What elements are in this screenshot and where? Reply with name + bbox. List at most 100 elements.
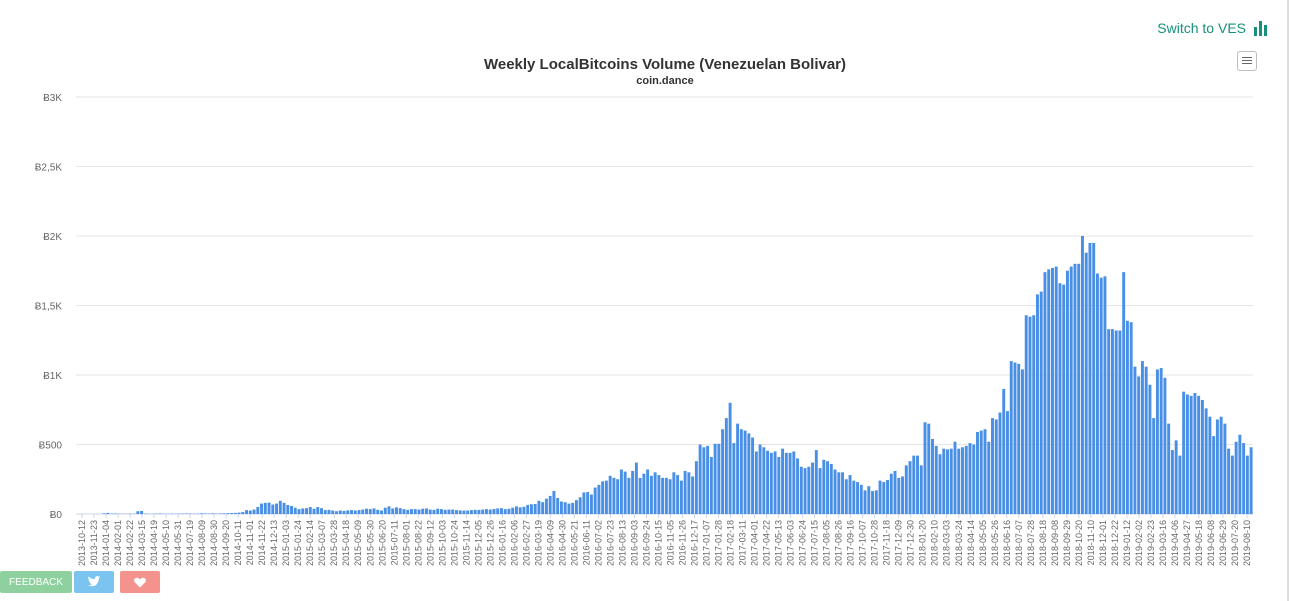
bar[interactable] [893, 470, 897, 514]
bar[interactable] [732, 443, 736, 514]
bar[interactable] [417, 509, 421, 514]
bar[interactable] [1047, 269, 1051, 514]
bar[interactable] [395, 507, 398, 514]
bar[interactable] [140, 510, 144, 514]
bar[interactable] [1148, 384, 1152, 514]
bar[interactable] [964, 445, 968, 514]
bar[interactable] [897, 477, 901, 514]
bar[interactable] [983, 429, 987, 514]
bar[interactable] [477, 509, 481, 514]
bar[interactable] [514, 506, 518, 514]
bar[interactable] [1107, 329, 1111, 514]
bar[interactable] [586, 492, 590, 514]
bar[interactable] [784, 452, 788, 514]
bar[interactable] [256, 507, 260, 514]
bar[interactable] [972, 444, 976, 515]
bar[interactable] [1002, 388, 1006, 514]
bar[interactable] [466, 510, 470, 514]
bar[interactable] [499, 508, 503, 514]
bar[interactable] [1182, 391, 1186, 514]
bar[interactable] [781, 448, 785, 514]
bar[interactable] [136, 511, 140, 514]
bar[interactable] [717, 443, 721, 514]
bar[interactable] [462, 510, 466, 514]
bar[interactable] [455, 510, 458, 514]
bar[interactable] [994, 419, 998, 514]
bar[interactable] [237, 512, 241, 514]
bar[interactable] [856, 482, 860, 514]
bar[interactable] [1152, 418, 1156, 514]
bar[interactable] [799, 466, 803, 514]
bar[interactable] [252, 509, 256, 514]
bar[interactable] [233, 512, 237, 514]
bar[interactable] [522, 506, 526, 514]
bar[interactable] [1155, 369, 1159, 514]
bar[interactable] [271, 504, 275, 514]
bar[interactable] [811, 462, 815, 514]
bar[interactable] [338, 510, 342, 514]
bar[interactable] [683, 470, 687, 514]
bar[interactable] [938, 454, 942, 514]
bar[interactable] [1249, 447, 1253, 514]
bar[interactable] [507, 508, 511, 514]
bar[interactable] [949, 448, 953, 514]
bar[interactable] [589, 494, 593, 514]
bar[interactable] [608, 475, 612, 514]
bar[interactable] [646, 469, 650, 514]
bar[interactable] [953, 441, 957, 514]
bar[interactable] [1163, 377, 1167, 514]
bar[interactable] [286, 504, 290, 514]
bar[interactable] [593, 487, 597, 514]
bar[interactable] [826, 461, 830, 514]
bar[interactable] [387, 506, 391, 514]
bar[interactable] [919, 465, 923, 514]
bar[interactable] [661, 477, 665, 514]
bar[interactable] [679, 480, 683, 514]
bar[interactable] [301, 508, 305, 514]
bar[interactable] [559, 501, 563, 514]
bar[interactable] [1054, 266, 1058, 514]
bar[interactable] [702, 447, 706, 514]
bar[interactable] [863, 490, 867, 514]
bar[interactable] [113, 513, 117, 514]
bar[interactable] [305, 508, 308, 514]
bar[interactable] [1174, 440, 1178, 514]
bar[interactable] [844, 479, 848, 514]
feedback-button[interactable]: FEEDBACK [0, 571, 72, 593]
bar[interactable] [604, 480, 608, 514]
bar[interactable] [361, 509, 365, 514]
bar[interactable] [335, 511, 338, 514]
bar[interactable] [721, 429, 725, 514]
bar[interactable] [1103, 276, 1107, 514]
bar[interactable] [1125, 320, 1129, 514]
bar[interactable] [664, 477, 668, 514]
bar[interactable] [278, 500, 282, 514]
bar[interactable] [1009, 361, 1013, 514]
bar[interactable] [1245, 455, 1249, 514]
bar[interactable] [410, 509, 413, 514]
bar[interactable] [293, 507, 297, 514]
bar[interactable] [380, 510, 383, 514]
bar[interactable] [1133, 366, 1137, 514]
bar[interactable] [747, 433, 751, 514]
bar[interactable] [1110, 329, 1114, 514]
bar[interactable] [852, 480, 856, 514]
bar[interactable] [406, 509, 410, 514]
bar[interactable] [743, 430, 747, 514]
bar[interactable] [1185, 394, 1189, 514]
chart-menu-button[interactable] [1237, 51, 1257, 71]
bar[interactable] [222, 513, 226, 514]
bar[interactable] [878, 480, 882, 514]
bar[interactable] [1200, 400, 1204, 514]
bar[interactable] [440, 509, 443, 514]
bar[interactable] [331, 510, 335, 514]
bar[interactable] [1092, 242, 1096, 514]
bar[interactable] [634, 462, 638, 514]
bar[interactable] [792, 451, 796, 514]
bar[interactable] [623, 471, 627, 514]
bar[interactable] [998, 412, 1002, 514]
bar[interactable] [676, 475, 680, 514]
bar[interactable] [1017, 363, 1021, 514]
bar[interactable] [822, 459, 826, 514]
bar[interactable] [841, 472, 845, 514]
